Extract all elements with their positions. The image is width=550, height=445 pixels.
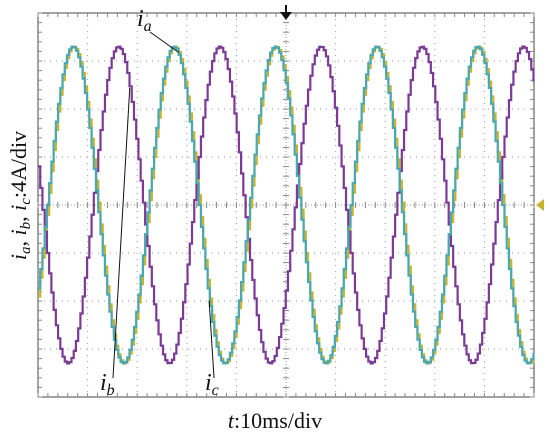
x-axis-label: t:10ms/div <box>227 408 323 433</box>
x-scale-text: 10ms/div <box>240 408 323 433</box>
annotation-label-i-b: ib <box>100 370 115 399</box>
annotation-leader-i-c <box>208 300 215 379</box>
annotation-label-i-a: ia <box>137 6 152 35</box>
annotation-label-i-c: ic <box>205 370 219 399</box>
waveform-i-c <box>38 45 535 365</box>
annotation-leader-i-b <box>112 87 131 379</box>
trigger-position-marker <box>280 12 292 20</box>
y-scale-text: 4A/div <box>6 130 32 192</box>
waveform-i-b <box>38 45 535 365</box>
annotation-leader-i-a <box>149 31 180 54</box>
trigger-level-marker <box>536 199 544 211</box>
y-axis-label: ia, ib, ic:4A/div <box>6 130 35 260</box>
